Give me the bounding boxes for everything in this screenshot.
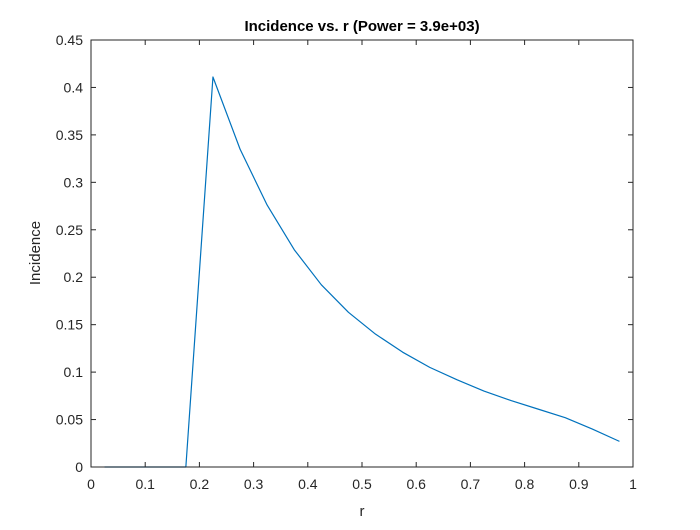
x-axis-ticks: 0 0.1 0.2 0.3 0.4 0.5 0.6 0.7 0.8 0.9 1 — [87, 40, 637, 492]
x-tick-label: 0.1 — [135, 476, 155, 492]
y-tick-label: 0.3 — [64, 174, 84, 190]
y-tick-label: 0.35 — [56, 127, 83, 143]
y-axis-label: Incidence — [27, 221, 44, 285]
x-tick-label: 0.7 — [461, 476, 481, 492]
y-tick-label: 0.1 — [64, 364, 84, 380]
y-tick-label: 0.25 — [56, 222, 83, 238]
x-tick-label: 0.3 — [244, 476, 264, 492]
y-tick-label: 0 — [75, 459, 83, 475]
axes-box — [91, 40, 633, 467]
chart-title: Incidence vs. r (Power = 3.9e+03) — [244, 18, 479, 35]
x-tick-label: 0.5 — [352, 476, 372, 492]
y-axis-ticks: 0 0.05 0.1 0.15 0.2 0.25 0.3 0.35 0.4 0.45 — [56, 32, 633, 475]
x-tick-label: 0.8 — [515, 476, 535, 492]
y-tick-label: 0.2 — [64, 269, 84, 285]
x-tick-label: 0.6 — [406, 476, 426, 492]
x-tick-label: 0.4 — [298, 476, 318, 492]
y-tick-label: 0.4 — [64, 79, 84, 95]
y-tick-label: 0.45 — [56, 32, 83, 48]
x-tick-label: 1 — [629, 476, 637, 492]
x-tick-label: 0.2 — [190, 476, 210, 492]
x-axis-label: r — [360, 503, 365, 520]
x-tick-label: 0.9 — [569, 476, 589, 492]
series-line — [105, 77, 620, 467]
x-tick-label: 0 — [87, 476, 95, 492]
y-tick-label: 0.15 — [56, 317, 83, 333]
y-tick-label: 0.05 — [56, 412, 83, 428]
series-layer — [105, 77, 620, 467]
